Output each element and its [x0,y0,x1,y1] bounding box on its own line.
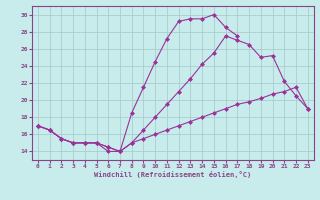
X-axis label: Windchill (Refroidissement éolien,°C): Windchill (Refroidissement éolien,°C) [94,171,252,178]
